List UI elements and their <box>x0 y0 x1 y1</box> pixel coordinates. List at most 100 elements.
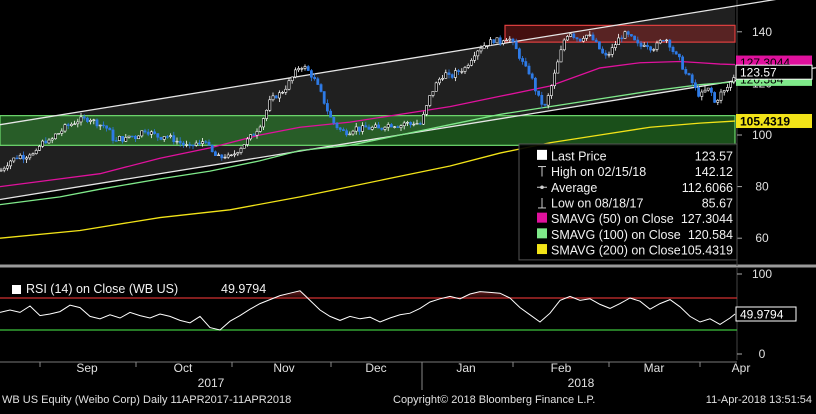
candle-body <box>681 56 685 70</box>
candle-body <box>309 70 313 78</box>
legend-swatch <box>537 149 547 160</box>
candle-body <box>450 74 454 78</box>
candle-body <box>0 169 3 172</box>
rsi-legend-swatch <box>12 285 21 294</box>
candle-body <box>421 114 425 125</box>
x-tick-label: Oct <box>174 361 193 375</box>
candle-body <box>25 157 29 160</box>
candle-body <box>18 155 22 159</box>
legend-value: 112.6066 <box>682 181 733 195</box>
value-tag-2 <box>735 64 813 80</box>
candle-body <box>428 95 432 106</box>
year-label-2018: 2018 <box>568 376 595 390</box>
ma-line-3 <box>0 120 736 239</box>
candle-body <box>185 144 189 146</box>
candle-body <box>325 103 329 112</box>
candle-body <box>629 34 633 37</box>
candle-body <box>505 39 509 42</box>
candle-body <box>383 126 387 130</box>
candle-body <box>300 68 304 70</box>
candle-body <box>677 53 681 58</box>
candle-body <box>361 125 365 132</box>
candle-body <box>562 39 566 51</box>
rsi-value-tag-text: 49.9794 <box>740 308 784 322</box>
candle-body <box>434 82 438 92</box>
legend-swatch <box>537 212 547 223</box>
value-tag-text-3: 105.4319 <box>740 114 790 128</box>
candle-body <box>53 133 57 140</box>
legend-label: Last Price <box>551 149 607 163</box>
candle-body <box>293 69 297 78</box>
candle-body <box>261 118 265 128</box>
candle-body <box>12 157 16 162</box>
x-tick-label: Mar <box>644 361 665 375</box>
candle-body <box>124 137 128 142</box>
candle-body <box>233 153 237 156</box>
price-legend: Last Price 123.57 High on 02/15/18 142.12 Av… <box>518 143 738 261</box>
candle-body <box>89 120 93 122</box>
candle-body <box>127 135 131 138</box>
candle-body <box>674 51 678 55</box>
candle-body <box>581 38 585 42</box>
candle-body <box>41 140 45 147</box>
candle-body <box>687 73 691 76</box>
candle-body <box>28 154 32 159</box>
candle-body <box>130 135 134 138</box>
candle-body <box>613 44 617 48</box>
x-tick-label: Apr <box>732 361 751 375</box>
candle-body <box>303 66 307 69</box>
candle-body <box>652 49 656 51</box>
candle-body <box>553 72 557 87</box>
candle-body <box>658 40 662 44</box>
candle-body <box>290 76 294 82</box>
candle-body <box>508 38 512 41</box>
candle-body <box>47 139 51 144</box>
candle-body <box>226 154 230 158</box>
candle-body <box>92 119 96 121</box>
candle-body <box>713 92 717 103</box>
candle-body <box>159 136 163 140</box>
x-tick-label: Dec <box>365 361 386 375</box>
x-axis: Sep Oct Nov Dec Jan Feb Mar Apr 2017 2018 <box>0 361 750 390</box>
candle-body <box>246 138 249 145</box>
candle-body <box>313 76 317 80</box>
candle-body <box>393 126 397 128</box>
candle-body <box>345 130 349 136</box>
candle-body <box>575 37 579 40</box>
candle-body <box>108 127 112 131</box>
candle-body <box>230 154 233 157</box>
candle-body <box>607 53 611 56</box>
candle-body <box>201 141 205 144</box>
candle-body <box>524 61 528 67</box>
candle-body <box>143 130 147 133</box>
candle-body <box>57 133 61 135</box>
candle-body <box>661 40 665 42</box>
candle-body <box>559 49 563 63</box>
legend-value: 85.67 <box>702 196 733 210</box>
legend-label: Low on 08/18/17 <box>551 196 643 210</box>
candle-body <box>578 38 582 42</box>
candle-body <box>610 47 614 55</box>
candle-body <box>207 141 211 146</box>
price-tick-label: 80 <box>755 180 769 194</box>
rsi-panel: 050100RSI (14) on Close (WB US)49.979449… <box>0 267 797 361</box>
candle-body <box>329 110 333 118</box>
candle-body <box>265 109 269 119</box>
x-tick-label: Sep <box>76 361 98 375</box>
x-tick-label: Jan <box>456 361 475 375</box>
candle-body <box>626 31 630 35</box>
candle-body <box>255 131 259 136</box>
candle-body <box>514 41 518 50</box>
candle-body <box>585 34 589 39</box>
candle-body <box>21 155 25 160</box>
candle-body <box>182 142 185 146</box>
candle-body <box>655 42 659 50</box>
candle-body <box>729 81 733 88</box>
candle-body <box>418 123 422 125</box>
candle-body <box>114 140 118 142</box>
candle-body <box>543 104 547 106</box>
candle-body <box>693 82 697 88</box>
candle-body <box>111 129 115 141</box>
candle-body <box>671 46 675 53</box>
